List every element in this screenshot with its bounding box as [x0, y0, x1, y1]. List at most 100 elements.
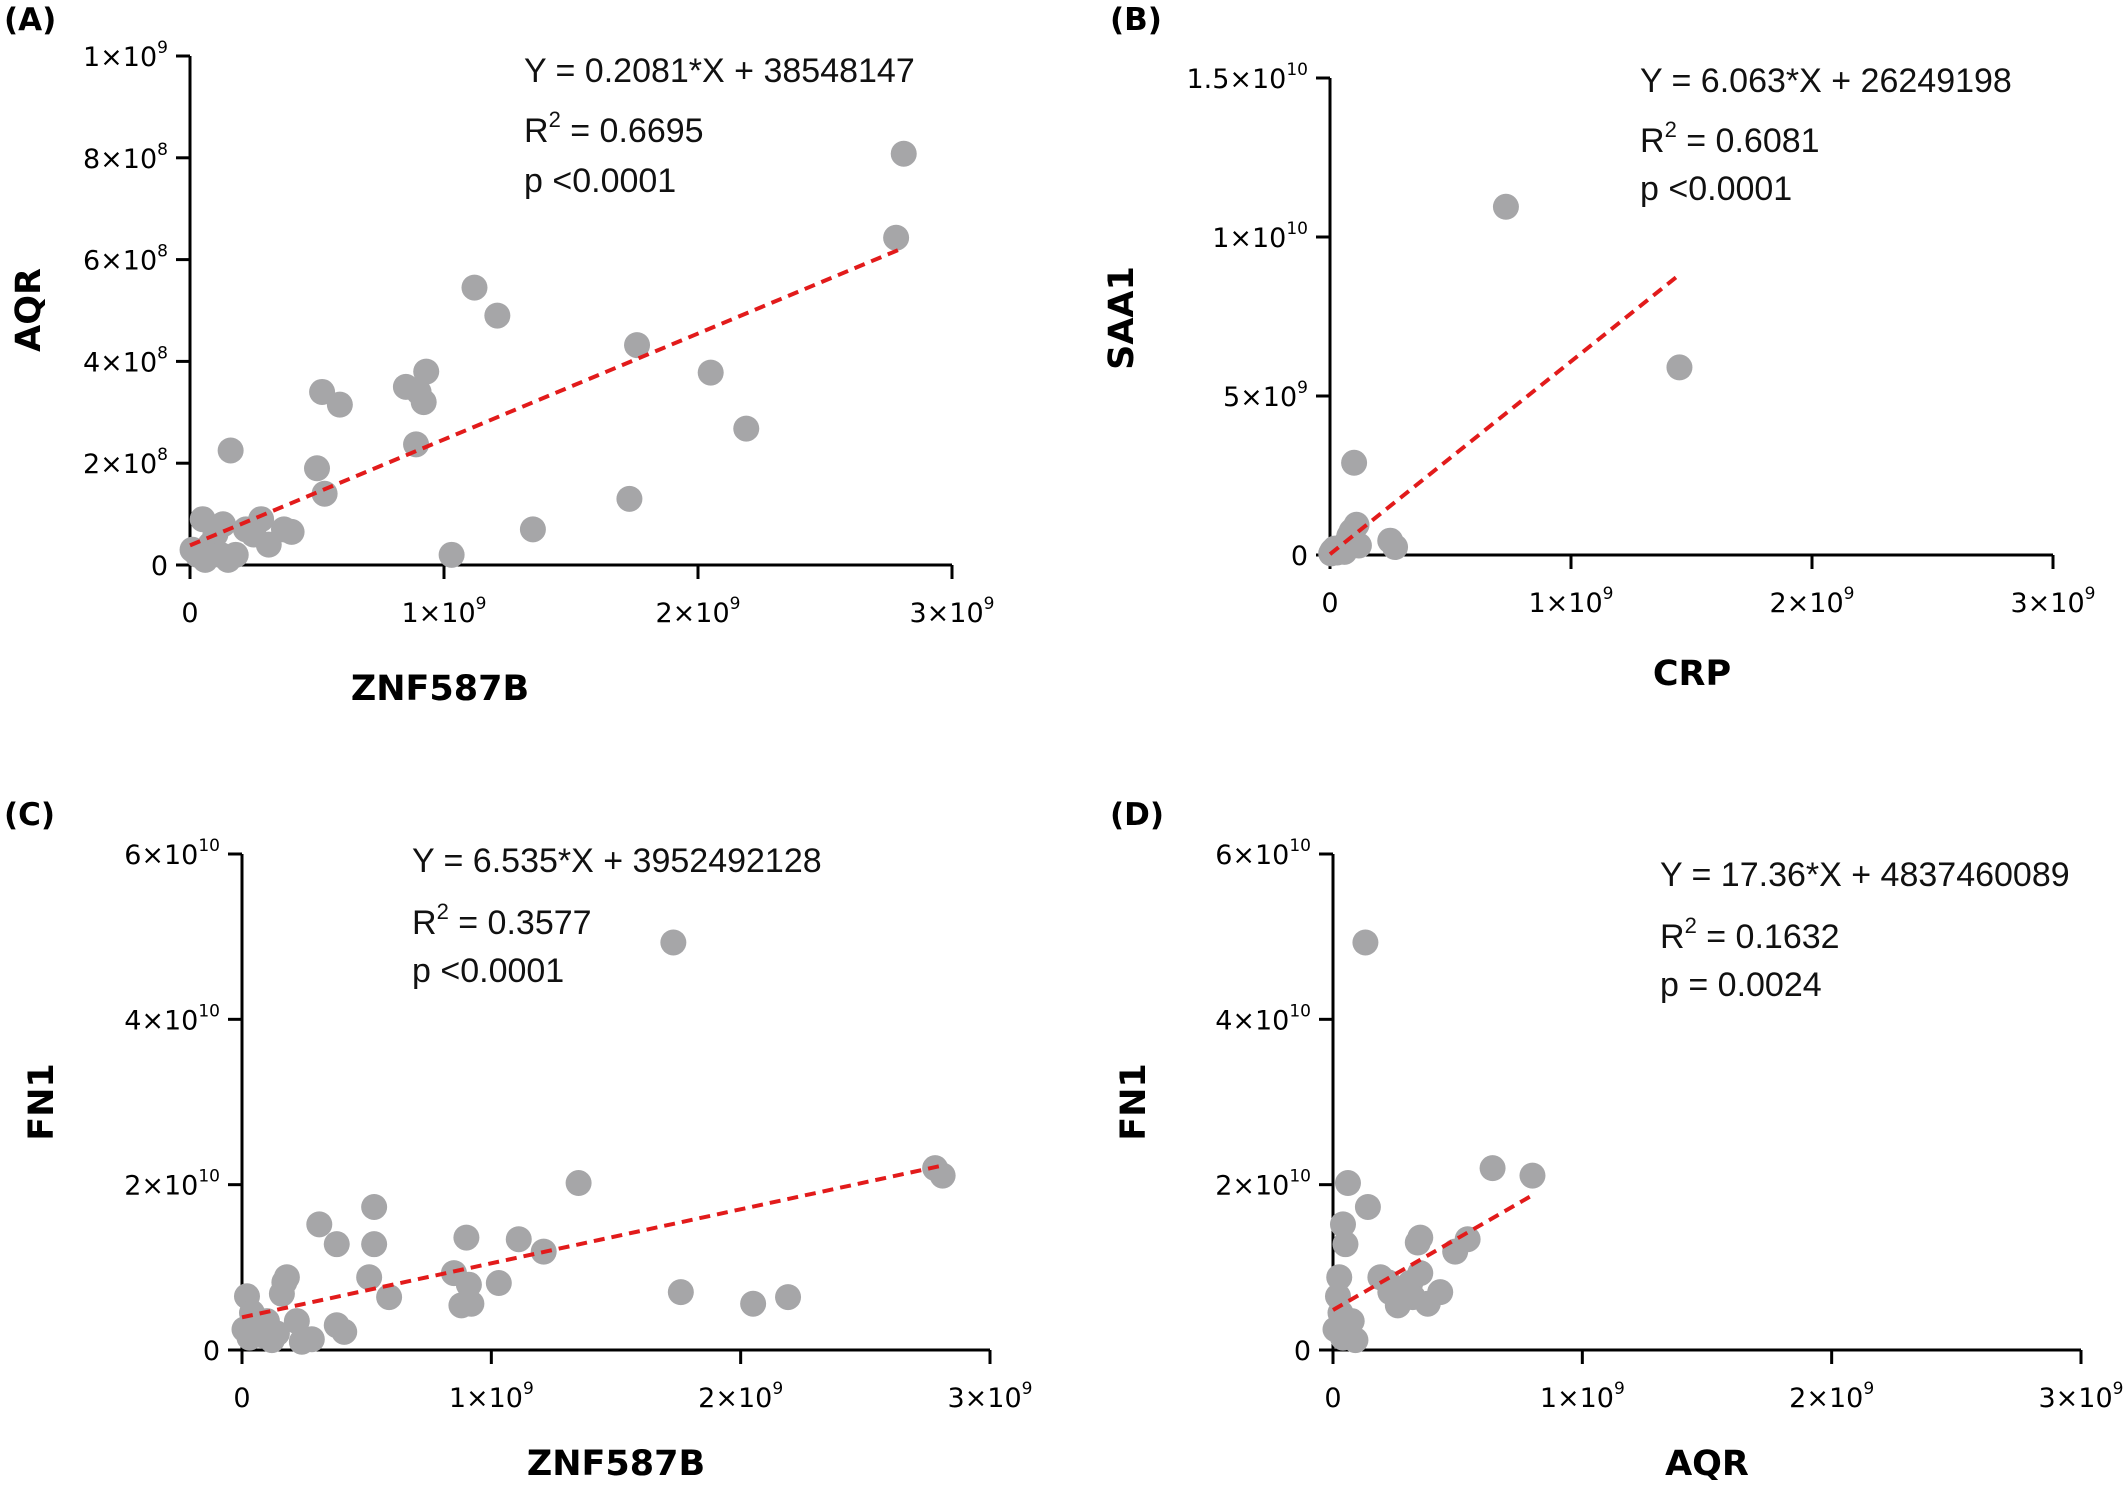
x-tick-label: 0 [233, 1383, 250, 1414]
data-point [331, 1318, 358, 1345]
data-point [1479, 1155, 1506, 1182]
y-tick-exponent: 10 [198, 1001, 220, 1021]
x-tick-exponent: 9 [1022, 1379, 1033, 1399]
x-tick-exponent: 9 [1863, 1379, 1874, 1399]
x-tick-mantissa: 0 [1321, 588, 1338, 619]
x-tick-mantissa: 0 [181, 598, 198, 629]
y-tick-mantissa: 0 [151, 551, 168, 582]
data-point [485, 1270, 512, 1297]
data-point [356, 1264, 383, 1291]
r-squared: R2 = 0.6695 [524, 107, 704, 150]
p-value: p <0.0001 [412, 952, 564, 990]
r-squared-superscript: 2 [437, 899, 449, 924]
data-point [484, 302, 511, 329]
y-tick-label: 0 [203, 1336, 220, 1367]
y-tick-mantissa: 4×10 [1215, 1005, 1289, 1036]
y-tick-exponent: 10 [198, 836, 220, 856]
data-point [278, 518, 305, 545]
data-point [403, 431, 430, 458]
x-tick-exponent: 9 [730, 594, 741, 614]
y-tick-mantissa: 2×10 [1215, 1171, 1289, 1202]
x-tick-mantissa: 1×10 [449, 1383, 523, 1414]
y-tick-exponent: 8 [157, 242, 168, 262]
data-point [455, 1271, 482, 1298]
x-tick-mantissa: 2×10 [656, 598, 730, 629]
panel-b: (B)0 1×109 2×109 3×10905×1091×10101.5×1010C… [1102, 2, 2096, 694]
y-axis-title: FN1 [22, 1063, 62, 1141]
r-squared: R2 = 0.1632 [1660, 913, 1840, 956]
x-tick-label: 3×109 [948, 1379, 1033, 1414]
data-point [1427, 1279, 1454, 1306]
r-squared-label: R [524, 112, 549, 150]
data-point [775, 1284, 802, 1311]
y-tick-mantissa: 0 [1294, 1336, 1311, 1367]
x-tick-exponent: 9 [1614, 1379, 1625, 1399]
y-tick-mantissa: 4×10 [83, 347, 157, 378]
x-tick-mantissa: 3×10 [948, 1383, 1022, 1414]
data-point [438, 541, 465, 568]
data-point [667, 1279, 694, 1306]
data-point [458, 1290, 485, 1317]
y-tick-label: 6×1010 [1215, 836, 1311, 871]
x-tick-mantissa: 2×10 [1770, 588, 1844, 619]
y-tick-label: 0 [1291, 541, 1308, 572]
data-point [306, 1211, 333, 1238]
data-point [1332, 1231, 1359, 1258]
p-value: p <0.0001 [524, 162, 676, 200]
data-point [461, 274, 488, 301]
y-tick-label: 1×1010 [1212, 219, 1308, 254]
data-point [217, 437, 244, 464]
data-point [1382, 534, 1409, 561]
x-tick-exponent: 9 [2113, 1379, 2124, 1399]
data-point [929, 1162, 956, 1189]
data-point [1407, 1260, 1434, 1287]
r-squared-label: R [1660, 918, 1685, 956]
x-tick-mantissa: 1×10 [1529, 588, 1603, 619]
y-tick-label: 4×1010 [124, 1001, 220, 1036]
x-tick-label: 2×109 [1770, 584, 1855, 619]
x-tick-mantissa: 0 [233, 1383, 250, 1414]
data-point [660, 929, 687, 956]
panel-label: (B) [1110, 2, 1162, 38]
regression-equation: Y = 0.2081*X + 38548147 [524, 52, 915, 90]
x-tick-label: 1×109 [1540, 1379, 1625, 1414]
y-tick-exponent: 8 [157, 445, 168, 465]
regression-equation: Y = 6.063*X + 26249198 [1640, 62, 2012, 100]
r-squared: R2 = 0.6081 [1640, 117, 1820, 160]
data-point [1334, 1170, 1361, 1197]
y-tick-mantissa: 5×10 [1223, 382, 1297, 413]
x-tick-exponent: 9 [523, 1379, 534, 1399]
data-point [1354, 1193, 1381, 1220]
r-squared-value: = 0.1632 [1697, 918, 1840, 956]
data-point [323, 1231, 350, 1258]
x-tick-label: 0 [1321, 588, 1338, 619]
x-tick-label: 1×109 [402, 594, 487, 629]
panel-label: (D) [1110, 797, 1164, 833]
regression-equation: Y = 6.535*X + 3952492128 [412, 842, 822, 880]
data-point [505, 1226, 532, 1253]
r-squared-label: R [412, 904, 437, 942]
r-squared-value: = 0.6081 [1677, 122, 1820, 160]
r-squared-value: = 0.3577 [449, 904, 592, 942]
data-point [222, 541, 249, 568]
r-squared-value: = 0.6695 [561, 112, 704, 150]
y-tick-mantissa: 0 [1291, 541, 1308, 572]
y-tick-label: 6×108 [83, 242, 168, 277]
data-point [883, 224, 910, 251]
y-tick-mantissa: 1×10 [1212, 223, 1286, 254]
x-tick-label: 2×109 [698, 1379, 783, 1414]
x-axis-title: ZNF587B [527, 1444, 705, 1484]
y-tick-exponent: 10 [198, 1167, 220, 1187]
panel-c: (C)0 1×109 2×109 3×10902×10104×10106×1010ZN… [4, 797, 1033, 1484]
panel-label: (C) [4, 797, 55, 833]
y-tick-mantissa: 1.5×10 [1186, 64, 1286, 95]
x-axis-title: ZNF587B [351, 669, 529, 709]
x-tick-mantissa: 1×10 [402, 598, 476, 629]
data-point [733, 415, 760, 442]
data-point [697, 359, 724, 386]
x-tick-label: 3×109 [910, 594, 995, 629]
r-squared: R2 = 0.3577 [412, 899, 592, 942]
x-tick-label: 0 [1324, 1383, 1341, 1414]
data-point [1666, 354, 1693, 381]
data-point [1342, 1327, 1369, 1354]
